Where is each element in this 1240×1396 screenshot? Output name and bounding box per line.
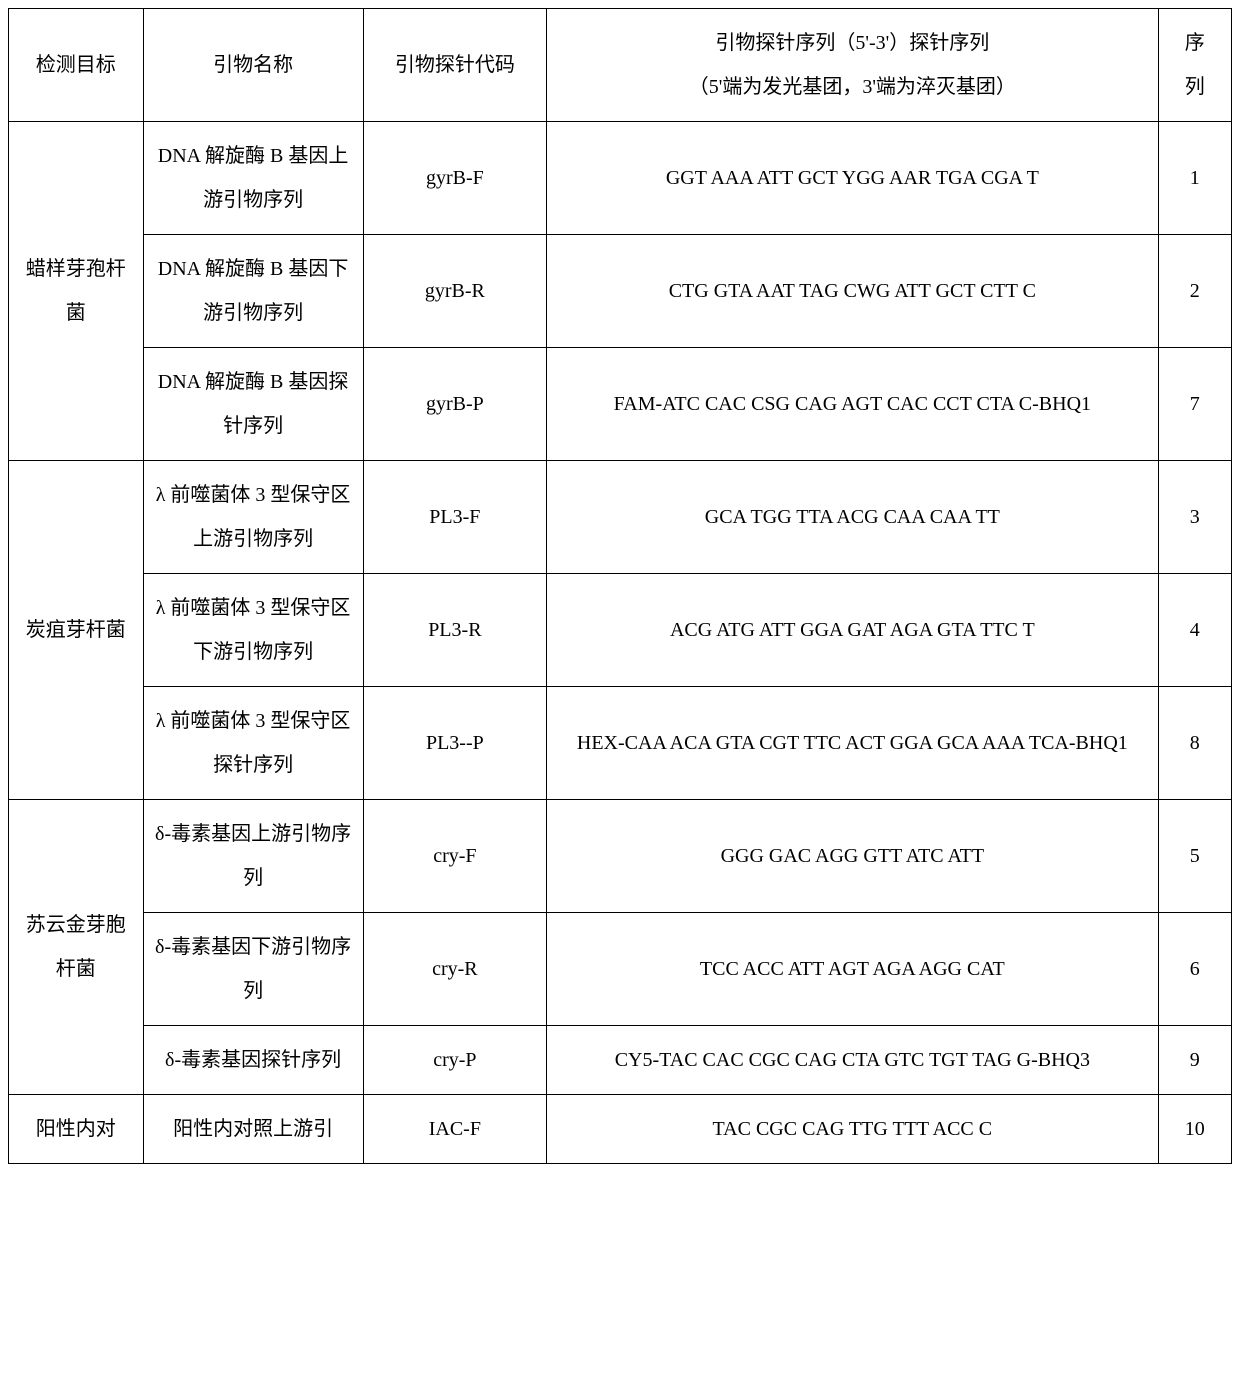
sequence-cell: HEX-CAA ACA GTA CGT TTC ACT GGA GCA AAA … xyxy=(547,687,1159,800)
sequence-number-cell: 7 xyxy=(1158,348,1231,461)
primer-name-cell: 阳性内对照上游引 xyxy=(143,1095,363,1164)
primer-code-cell: cry-R xyxy=(363,913,546,1026)
primer-name-cell: δ-毒素基因探针序列 xyxy=(143,1026,363,1095)
sequence-number-cell: 2 xyxy=(1158,235,1231,348)
table-row: δ-毒素基因下游引物序列cry-RTCC ACC ATT AGT AGA AGG… xyxy=(9,913,1232,1026)
header-seq: 引物探针序列（5'-3'）探针序列（5'端为发光基团，3'端为淬灭基团） xyxy=(547,9,1159,122)
sequence-cell: TAC CGC CAG TTG TTT ACC C xyxy=(547,1095,1159,1164)
primer-name-cell: DNA 解旋酶 B 基因下游引物序列 xyxy=(143,235,363,348)
primer-name-cell: DNA 解旋酶 B 基因探针序列 xyxy=(143,348,363,461)
target-cell: 炭疽芽杆菌 xyxy=(9,461,144,800)
sequence-cell: TCC ACC ATT AGT AGA AGG CAT xyxy=(547,913,1159,1026)
primer-name-cell: δ-毒素基因上游引物序列 xyxy=(143,800,363,913)
sequence-number-cell: 6 xyxy=(1158,913,1231,1026)
table-header-row: 检测目标引物名称引物探针代码引物探针序列（5'-3'）探针序列（5'端为发光基团… xyxy=(9,9,1232,122)
sequence-cell: CY5-TAC CAC CGC CAG CTA GTC TGT TAG G-BH… xyxy=(547,1026,1159,1095)
primer-code-cell: gyrB-F xyxy=(363,122,546,235)
sequence-cell: GGT AAA ATT GCT YGG AAR TGA CGA T xyxy=(547,122,1159,235)
sequence-cell: ACG ATG ATT GGA GAT AGA GTA TTC T xyxy=(547,574,1159,687)
sequence-cell: CTG GTA AAT TAG CWG ATT GCT CTT C xyxy=(547,235,1159,348)
table-row: δ-毒素基因探针序列cry-PCY5-TAC CAC CGC CAG CTA G… xyxy=(9,1026,1232,1095)
primer-code-cell: gyrB-P xyxy=(363,348,546,461)
table-row: DNA 解旋酶 B 基因探针序列gyrB-PFAM-ATC CAC CSG CA… xyxy=(9,348,1232,461)
sequence-number-cell: 9 xyxy=(1158,1026,1231,1095)
primer-code-cell: PL3--P xyxy=(363,687,546,800)
primer-name-cell: δ-毒素基因下游引物序列 xyxy=(143,913,363,1026)
sequence-cell: GCA TGG TTA ACG CAA CAA TT xyxy=(547,461,1159,574)
primer-code-cell: IAC-F xyxy=(363,1095,546,1164)
header-name: 引物名称 xyxy=(143,9,363,122)
header-num: 序列 xyxy=(1158,9,1231,122)
table-row: λ 前噬菌体 3 型保守区下游引物序列PL3-RACG ATG ATT GGA … xyxy=(9,574,1232,687)
table-row: 蜡样芽孢杆菌DNA 解旋酶 B 基因上游引物序列gyrB-FGGT AAA AT… xyxy=(9,122,1232,235)
target-cell: 蜡样芽孢杆菌 xyxy=(9,122,144,461)
sequence-number-cell: 3 xyxy=(1158,461,1231,574)
sequence-number-cell: 8 xyxy=(1158,687,1231,800)
primer-code-cell: PL3-F xyxy=(363,461,546,574)
primer-name-cell: DNA 解旋酶 B 基因上游引物序列 xyxy=(143,122,363,235)
primer-code-cell: cry-F xyxy=(363,800,546,913)
primer-code-cell: cry-P xyxy=(363,1026,546,1095)
primer-probe-table: 检测目标引物名称引物探针代码引物探针序列（5'-3'）探针序列（5'端为发光基团… xyxy=(8,8,1232,1164)
sequence-cell: GGG GAC AGG GTT ATC ATT xyxy=(547,800,1159,913)
sequence-number-cell: 4 xyxy=(1158,574,1231,687)
table-row: 苏云金芽胞杆菌δ-毒素基因上游引物序列cry-FGGG GAC AGG GTT … xyxy=(9,800,1232,913)
table-row: DNA 解旋酶 B 基因下游引物序列gyrB-RCTG GTA AAT TAG … xyxy=(9,235,1232,348)
target-cell: 阳性内对 xyxy=(9,1095,144,1164)
primer-name-cell: λ 前噬菌体 3 型保守区下游引物序列 xyxy=(143,574,363,687)
target-cell: 苏云金芽胞杆菌 xyxy=(9,800,144,1095)
primer-code-cell: gyrB-R xyxy=(363,235,546,348)
header-code: 引物探针代码 xyxy=(363,9,546,122)
primer-code-cell: PL3-R xyxy=(363,574,546,687)
table-row: 炭疽芽杆菌λ 前噬菌体 3 型保守区上游引物序列PL3-FGCA TGG TTA… xyxy=(9,461,1232,574)
sequence-number-cell: 5 xyxy=(1158,800,1231,913)
sequence-number-cell: 1 xyxy=(1158,122,1231,235)
table-row: λ 前噬菌体 3 型保守区探针序列PL3--PHEX-CAA ACA GTA C… xyxy=(9,687,1232,800)
header-target: 检测目标 xyxy=(9,9,144,122)
sequence-cell: FAM-ATC CAC CSG CAG AGT CAC CCT CTA C-BH… xyxy=(547,348,1159,461)
table-row: 阳性内对阳性内对照上游引IAC-FTAC CGC CAG TTG TTT ACC… xyxy=(9,1095,1232,1164)
primer-name-cell: λ 前噬菌体 3 型保守区上游引物序列 xyxy=(143,461,363,574)
sequence-number-cell: 10 xyxy=(1158,1095,1231,1164)
primer-name-cell: λ 前噬菌体 3 型保守区探针序列 xyxy=(143,687,363,800)
